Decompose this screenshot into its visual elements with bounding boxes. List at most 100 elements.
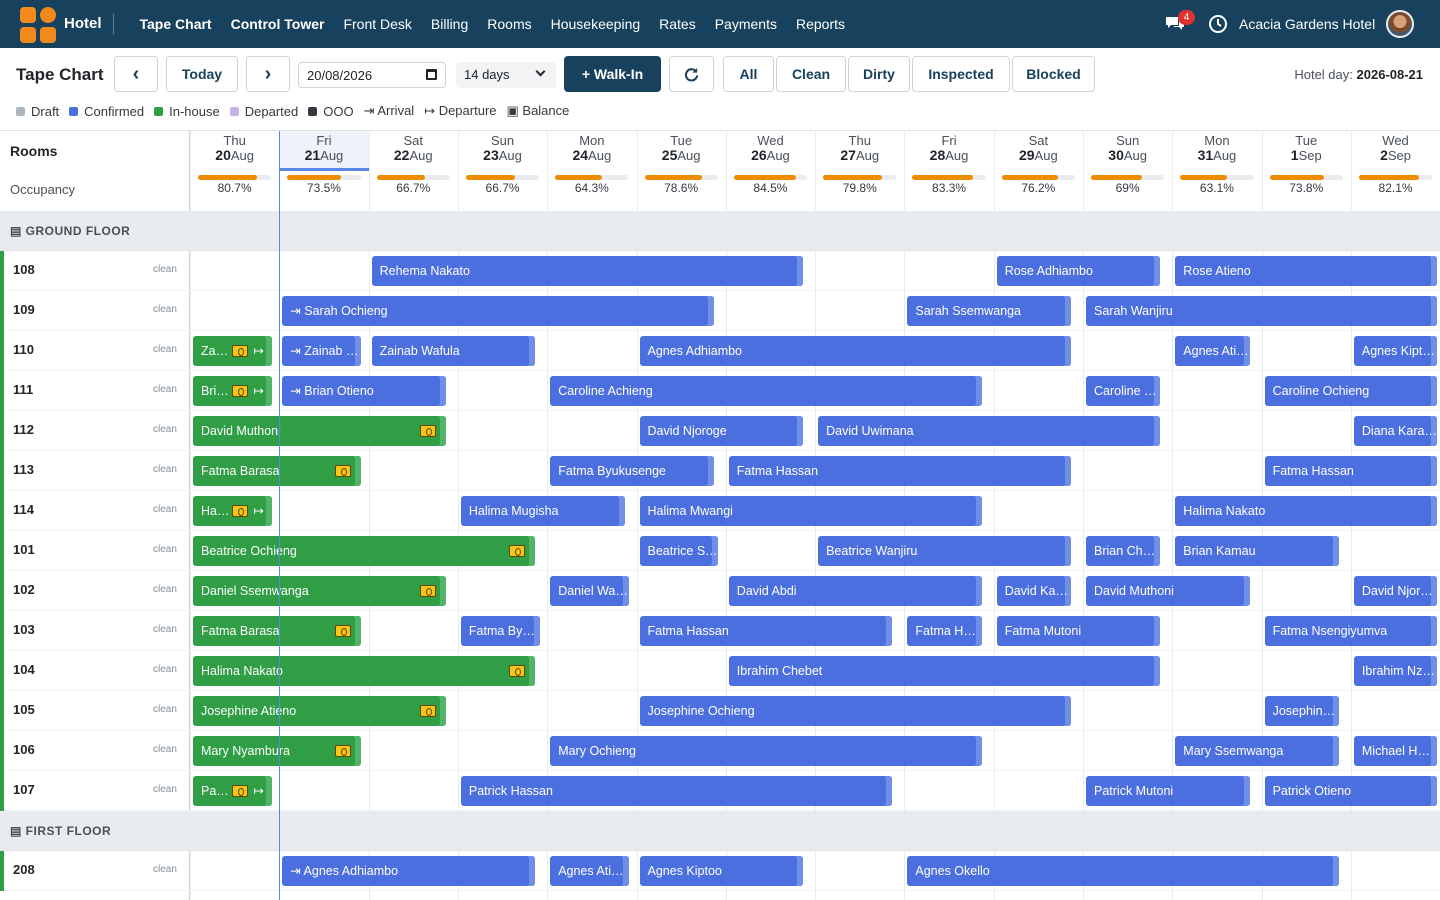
booking-bar[interactable]: ⇥ Sarah Ochieng [282,296,714,326]
booking-bar[interactable]: Halima Mugisha [460,496,625,526]
booking-bar[interactable]: Beatrice Wanjiru [818,536,1072,566]
nav-item-tape-chart[interactable]: Tape Chart [139,16,212,32]
booking-bar[interactable]: Daniel Ssemwanga [193,576,446,606]
booking-bar[interactable]: Fatma Has… [907,616,982,646]
day-header[interactable]: Thu 20Aug [190,131,279,171]
booking-bar[interactable]: Bri… ↦ [193,376,272,406]
booking-bar[interactable]: David Muthoni [193,416,446,446]
booking-bar[interactable]: Diana Kara… [1353,416,1438,446]
day-header[interactable]: Sun 30Aug [1083,131,1172,171]
day-header[interactable]: Fri 28Aug [904,131,993,171]
booking-bar[interactable]: Agnes Atie… [1175,336,1250,366]
hotel-name[interactable]: Acacia Gardens Hotel [1239,16,1376,32]
booking-bar[interactable]: Zai… ↦ [193,336,272,366]
booking-bar[interactable]: Zainab Wafula [371,336,536,366]
booking-bar[interactable]: Sarah Wanjiru [1086,296,1438,326]
nav-item-reports[interactable]: Reports [795,16,845,32]
nav-item-rooms[interactable]: Rooms [487,16,532,32]
user-avatar[interactable] [1386,10,1414,38]
filter-inspected[interactable]: Inspected [912,56,1010,92]
booking-bar[interactable]: David Muthoni [1086,576,1250,606]
day-header[interactable]: Fri 21Aug [279,131,369,171]
booking-bar[interactable]: Caroline N… [1086,376,1161,406]
filter-dirty[interactable]: Dirty [848,56,910,92]
room-number[interactable]: 110 [13,342,34,357]
booking-bar[interactable]: David Njor… [1353,576,1438,606]
booking-bar[interactable]: Agnes Okello [907,856,1339,886]
booking-bar[interactable]: Pat… ↦ [193,776,272,806]
booking-bar[interactable]: Fatma Mutoni [996,616,1161,646]
booking-bar[interactable]: Fatma Hassan [639,616,893,646]
room-number[interactable]: 107 [13,782,35,797]
booking-bar[interactable]: Brian Cheb… [1086,536,1161,566]
booking-bar[interactable]: David Kam… [996,576,1072,606]
room-number[interactable]: 108 [13,262,35,277]
nav-item-rates[interactable]: Rates [659,16,696,32]
booking-bar[interactable]: Agnes Kipt… [1353,336,1438,366]
booking-bar[interactable]: David Njoroge [639,416,804,446]
booking-bar[interactable]: Mary Nyambura [193,736,362,766]
room-number[interactable]: 101 [13,542,35,557]
calendar-icon[interactable] [426,69,437,80]
booking-bar[interactable]: Mary Ssemwanga [1175,736,1339,766]
booking-bar[interactable]: Josephine Ochieng [639,696,1072,726]
booking-bar[interactable]: Fatma Byu… [460,616,540,646]
date-input[interactable]: 20/08/2026 [298,62,446,88]
clock-icon[interactable] [1208,14,1228,34]
nav-item-billing[interactable]: Billing [430,16,469,32]
room-number[interactable]: 113 [13,462,34,477]
today-button[interactable]: Today [166,56,238,92]
booking-bar[interactable]: Sarah Ssemwanga [907,296,1072,326]
day-header[interactable]: Sun 23Aug [458,131,547,171]
next-button[interactable]: › [246,56,290,92]
nav-item-control-tower[interactable]: Control Tower [230,16,325,32]
booking-bar[interactable]: Patrick Hassan [460,776,893,806]
booking-bar[interactable]: Agnes Adhiambo [639,336,1072,366]
booking-bar[interactable]: ⇥ Agnes Adhiambo [282,856,536,886]
day-header[interactable]: Mon 24Aug [547,131,636,171]
booking-bar[interactable]: ⇥ Zainab … [282,336,362,366]
booking-bar[interactable]: Beatrice Ochieng [193,536,536,566]
booking-bar[interactable]: Rose Adhiambo [996,256,1161,286]
hotel-logo-icon[interactable] [20,7,56,43]
nav-item-payments[interactable]: Payments [714,16,777,32]
room-number[interactable]: 106 [13,742,35,757]
day-header[interactable]: Mon 31Aug [1172,131,1261,171]
booking-bar[interactable]: Halima Nakato [1175,496,1438,526]
booking-bar[interactable]: Michael H… [1353,736,1438,766]
room-number[interactable]: 109 [13,302,35,317]
booking-bar[interactable]: Ibrahim Chebet [728,656,1161,686]
booking-bar[interactable]: Josephine … [1264,696,1339,726]
booking-bar[interactable]: Patrick Otieno [1264,776,1438,806]
booking-bar[interactable]: Caroline Ochieng [1264,376,1438,406]
booking-bar[interactable]: Beatrice S… [639,536,719,566]
day-header[interactable]: Wed 26Aug [726,131,815,171]
room-number[interactable]: 104 [13,662,35,677]
booking-bar[interactable]: Agnes Atie… [550,856,630,886]
day-header[interactable]: Sat 29Aug [994,131,1083,171]
room-number[interactable]: 105 [13,702,35,717]
day-header[interactable]: Wed 2Sep [1351,131,1440,171]
filter-blocked[interactable]: Blocked [1012,56,1095,92]
booking-bar[interactable]: Fatma Nsengiyumva [1264,616,1438,646]
day-header[interactable]: Thu 27Aug [815,131,904,171]
room-number[interactable]: 112 [13,422,34,437]
booking-bar[interactable]: Fatma Barasa [193,456,362,486]
nav-item-housekeeping[interactable]: Housekeeping [550,16,641,32]
booking-bar[interactable]: Rehema Nakato [371,256,804,286]
room-number[interactable]: 103 [13,622,35,637]
booking-bar[interactable]: Josephine Atieno [193,696,446,726]
refresh-button[interactable] [669,56,714,92]
booking-bar[interactable]: Fatma Hassan [1264,456,1438,486]
booking-bar[interactable]: David Abdi [728,576,982,606]
booking-bar[interactable]: Daniel Wa… [550,576,630,606]
booking-bar[interactable]: Rose Atieno [1175,256,1438,286]
room-number[interactable]: 208 [13,862,35,877]
room-number[interactable]: 111 [13,382,34,397]
booking-bar[interactable]: Patrick Mutoni [1086,776,1250,806]
booking-bar[interactable]: Halima Nakato [193,656,536,686]
booking-bar[interactable]: Agnes Kiptoo [639,856,804,886]
day-header[interactable]: Tue 25Aug [637,131,726,171]
prev-button[interactable]: ‹ [114,56,158,92]
range-select[interactable]: 14 days [456,62,556,88]
